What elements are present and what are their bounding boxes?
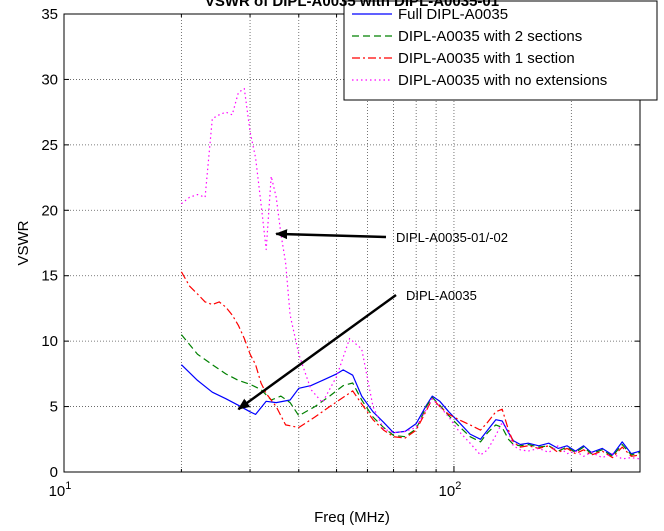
chart-title: VSWR of DIPL-A0035 with DIPL-A0035-01 [205,0,499,10]
legend-label-2-sections: DIPL-A0035 with 2 sections [398,28,582,45]
x-tick-label: 102 [439,480,462,500]
y-tick-label: 5 [50,399,58,416]
annotation-arrow-dipl-a0035-01-02 [275,229,387,240]
series-line-2 [180,271,641,459]
x-tick-label: 101 [49,480,72,500]
y-tick-label: 10 [41,333,58,350]
annotation-label-dipl-a0035: DIPL-A0035 [406,288,477,303]
legend: Full DIPL-A0035 DIPL-A0035 with 2 sectio… [343,0,658,101]
series-line-1 [180,334,641,457]
legend-label-1-section: DIPL-A0035 with 1 section [398,50,575,67]
annotation-arrow-dipl-a0035 [237,293,397,411]
series-line-0 [180,364,641,456]
annotation-layer: DIPL-A0035-01/-02 DIPL-A0035 [237,229,508,411]
legend-box [343,0,658,101]
y-tick-label: 0 [50,464,58,481]
x-axis-label: Freq (MHz) [314,509,390,526]
y-tick-label: 20 [41,202,58,219]
annotation-label-dipl-a0035-01-02: DIPL-A0035-01/-02 [396,230,508,245]
y-tick-label: 30 [41,71,58,88]
legend-label-full: Full DIPL-A0035 [398,6,508,23]
legend-label-no-extensions: DIPL-A0035 with no extensions [398,72,607,89]
y-tick-label: 25 [41,137,58,154]
series-layer [180,87,641,460]
tick-layer: 0 5 10 15 20 25 30 35 101 102 [41,6,640,500]
y-tick-label: 35 [41,6,58,23]
y-tick-label: 15 [41,268,58,285]
y-axis-label: VSWR [15,220,32,265]
